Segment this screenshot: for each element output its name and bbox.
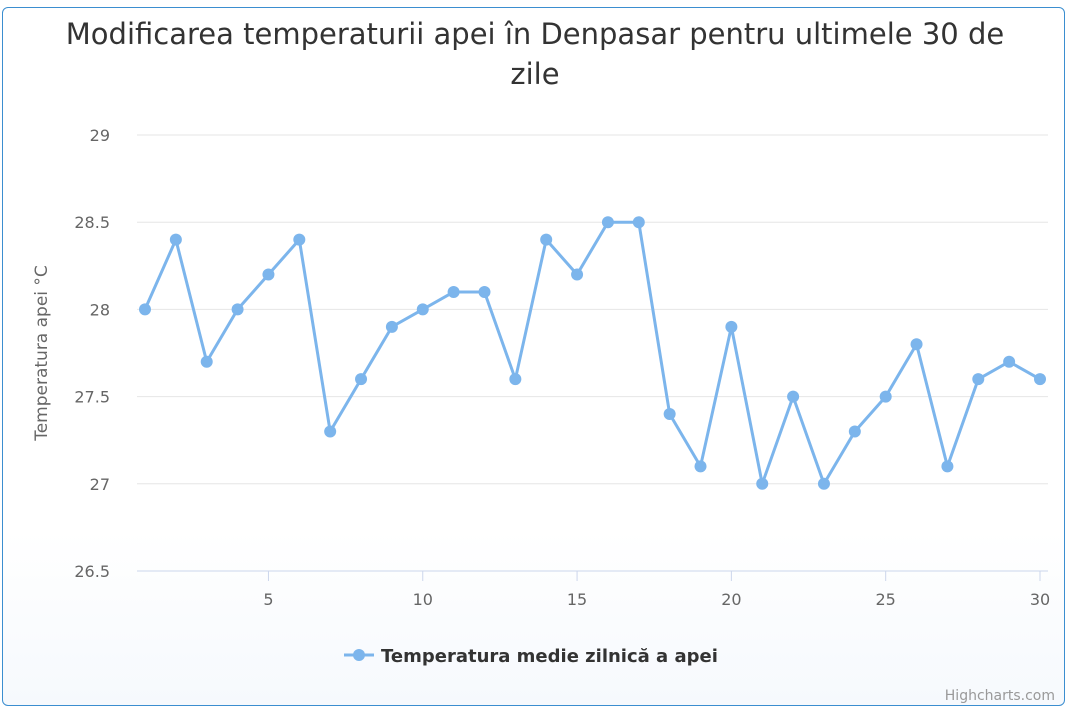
data-point — [910, 338, 923, 351]
chart-container — [2, 7, 1065, 706]
y-tick-label: 28.5 — [74, 213, 110, 232]
data-point — [355, 373, 368, 386]
x-tick-label: 20 — [721, 590, 741, 609]
y-axis-ticks: 26.5 27 27.5 28 28.5 29 — [74, 126, 110, 581]
data-point — [262, 268, 275, 281]
data-point — [416, 303, 429, 316]
x-tick-label: 30 — [1030, 590, 1050, 609]
credits-link[interactable]: Highcharts.com — [944, 688, 1055, 704]
data-point — [941, 460, 954, 473]
y-tick-label: 29 — [90, 126, 110, 145]
data-point — [169, 233, 182, 246]
data-point — [787, 390, 800, 403]
x-tick-label: 25 — [876, 590, 896, 609]
data-point — [324, 425, 337, 438]
x-tick-label: 10 — [413, 590, 433, 609]
data-point — [601, 216, 614, 229]
data-point — [694, 460, 707, 473]
data-point — [879, 390, 892, 403]
x-tick-label: 15 — [567, 590, 587, 609]
data-point — [817, 477, 830, 490]
grid-lines — [137, 134, 1048, 485]
data-point — [632, 216, 645, 229]
series-line — [143, 220, 1042, 486]
data-point — [139, 303, 151, 316]
x-axis: 5 10 15 20 25 30 — [137, 570, 1050, 609]
data-point — [293, 233, 306, 246]
data-point — [200, 355, 213, 368]
y-axis-label: Temperatura apei °C — [32, 265, 52, 442]
data-point — [756, 477, 769, 490]
data-point — [1034, 373, 1046, 386]
y-tick-label: 27 — [90, 475, 110, 494]
data-point — [447, 285, 460, 298]
legend-marker-symbol — [353, 649, 365, 661]
y-tick-label: 27.5 — [74, 388, 110, 407]
data-point — [972, 373, 985, 386]
data-point — [478, 285, 491, 298]
data-point — [663, 408, 676, 421]
chart-title: Modificarea temperaturii apei în Denpasa… — [65, 17, 1005, 91]
data-point — [540, 233, 553, 246]
data-point — [725, 320, 738, 333]
legend[interactable]: Temperatura medie zilnică a apei — [344, 646, 718, 667]
series-layer — [139, 216, 1046, 490]
y-tick-label: 26.5 — [74, 562, 110, 581]
legend-item-label[interactable]: Temperatura medie zilnică a apei — [381, 646, 718, 667]
y-tick-label: 28 — [90, 300, 110, 319]
data-point — [509, 373, 522, 386]
data-point — [385, 320, 398, 333]
data-point — [231, 303, 244, 316]
x-tick-label: 5 — [263, 590, 273, 609]
data-point — [1003, 355, 1016, 368]
data-point — [848, 425, 861, 438]
data-point — [571, 268, 584, 281]
